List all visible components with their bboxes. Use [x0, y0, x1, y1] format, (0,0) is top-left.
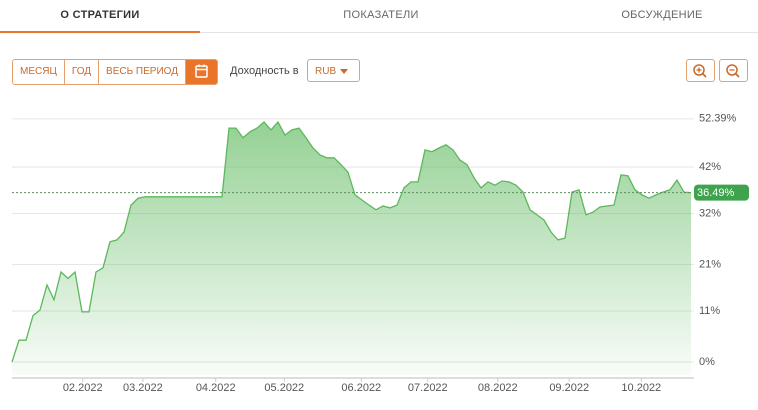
x-tick-label: 05.2022	[264, 382, 304, 394]
tab-divider	[0, 32, 758, 33]
y-tick-label: 11%	[699, 305, 720, 317]
x-tick-label: 06.2022	[341, 382, 381, 394]
y-tick-label: 42%	[699, 161, 721, 173]
tab[interactable]: ПОКАЗАТЕЛИ	[343, 9, 419, 21]
y-tick-label: 21%	[699, 258, 721, 270]
dropdown-arrow	[340, 69, 348, 74]
period-selector: МЕСЯЦ ГОД ВЕСЬ ПЕРИОД	[12, 59, 218, 85]
x-tick-label: 08.2022	[478, 382, 518, 394]
current-value-label: 36.49%	[697, 187, 735, 199]
period-button[interactable]: МЕСЯЦ	[13, 60, 65, 84]
period-button[interactable]: ГОД	[65, 60, 100, 84]
y-tick-label: 0%	[699, 356, 715, 368]
active-tab-underline	[0, 31, 200, 33]
current-value-badge	[694, 184, 749, 201]
tab[interactable]: О СТРАТЕГИИ	[60, 9, 140, 21]
x-tick-label: 04.2022	[196, 382, 236, 394]
line	[11, 120, 692, 363]
y-tick-label: 52.39%	[699, 113, 737, 125]
x-tick-label: 03.2022	[123, 382, 163, 394]
zoom-in-button[interactable]	[686, 59, 715, 82]
zoom-in-icon	[693, 64, 707, 78]
yield-label: Доходность в	[230, 65, 299, 77]
y-tick-label: 32%	[699, 207, 721, 219]
tab[interactable]: ОБСУЖДЕНИЕ	[621, 9, 703, 21]
currency-dropdown[interactable]: RUB	[307, 59, 360, 82]
x-tick-label: 07.2022	[408, 382, 448, 394]
calendar-button[interactable]	[185, 60, 217, 84]
x-tick-label: 02.2022	[63, 382, 103, 394]
period-button[interactable]: ВЕСЬ ПЕРИОД	[99, 60, 186, 84]
zoom-out-icon	[726, 64, 740, 78]
calendar-icon	[195, 64, 208, 78]
zoom-out-button[interactable]	[719, 59, 748, 82]
x-tick-label: 09.2022	[549, 382, 589, 394]
currency: RUB	[315, 66, 337, 77]
area-fill	[12, 122, 691, 375]
x-tick-label: 10.2022	[621, 382, 661, 394]
